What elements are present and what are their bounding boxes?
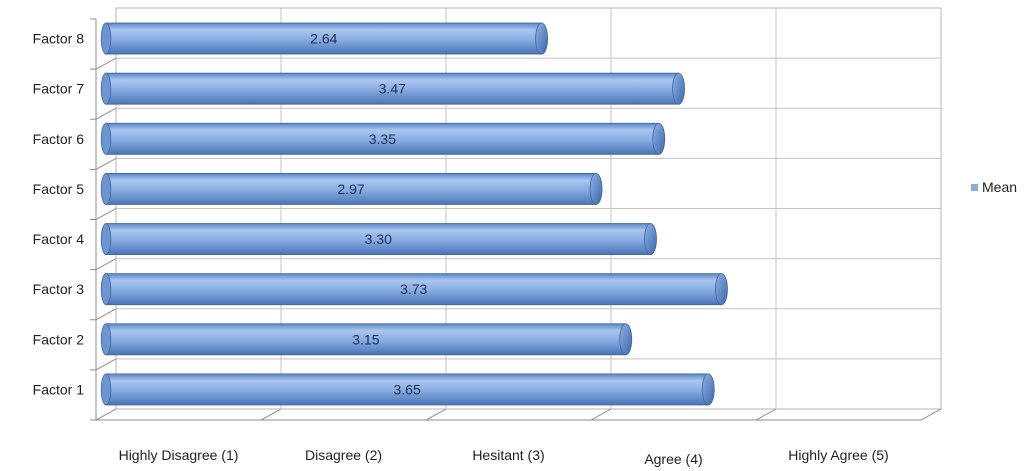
y-tick-label: Factor 8: [33, 31, 85, 47]
y-tick-label: Factor 7: [33, 81, 85, 97]
bar-start-cap: [100, 22, 112, 55]
y-tick-label: Factor 5: [33, 181, 85, 197]
data-label: 3.35: [369, 131, 396, 147]
side-gridline: [95, 57, 117, 70]
y-tick-label: Factor 4: [33, 231, 85, 247]
y-tick-label: Factor 2: [33, 331, 85, 347]
bar: [105, 72, 679, 105]
x-tick-label: Highly Disagree (1): [119, 447, 239, 463]
bar: [105, 223, 651, 256]
bar-start-cap: [100, 72, 112, 105]
floor-gridline: [425, 408, 447, 421]
data-label: 3.73: [400, 281, 427, 297]
bar-end-cap: [715, 273, 728, 306]
side-gridline: [95, 308, 117, 321]
x-tick-label: Hesitant (3): [472, 447, 544, 463]
legend-swatch: [971, 183, 978, 191]
y-axis-labels: Factor 1 Factor 2 Factor 3 Factor 4 Factor 5…: [33, 31, 85, 398]
bar-end-cap: [535, 22, 548, 55]
x-tick-label: Agree (4): [644, 451, 702, 467]
x-tick-label: Disagree (2): [305, 447, 382, 463]
y-tick-label: Factor 3: [33, 281, 85, 297]
data-label: 3.30: [365, 231, 392, 247]
data-label: 2.97: [337, 181, 364, 197]
bar-end-cap: [652, 122, 666, 155]
bar-start-cap: [100, 223, 112, 256]
floor-gridline: [95, 408, 117, 421]
side-gridline: [95, 358, 117, 371]
bar-start-cap: [100, 122, 112, 155]
data-label: 3.65: [394, 381, 421, 397]
side-gridline: [95, 208, 117, 220]
bar-end-cap: [701, 373, 715, 406]
legend-label: Mean: [982, 179, 1018, 195]
bar-end-cap: [672, 72, 685, 105]
bar-start-cap: [100, 273, 112, 306]
x-tick-label: Highly Agree (5): [788, 447, 888, 463]
side-gridline: [95, 258, 117, 271]
chart-legend: Mean: [971, 179, 1017, 195]
bar: [105, 323, 627, 356]
bar-end-cap: [619, 323, 633, 356]
floor-gridline: [755, 408, 777, 421]
floor-gridline: [590, 408, 612, 421]
data-label: 3.47: [379, 81, 406, 97]
data-label: 2.64: [310, 31, 337, 47]
bar-end-cap: [644, 223, 657, 256]
bar: [105, 172, 597, 205]
y-tick-label: Factor 1: [33, 381, 85, 397]
chart-grid: [90, 7, 942, 421]
x-axis-labels: Highly Disagree (1) Disagree (2) Hesitant …: [119, 447, 889, 467]
bar-start-cap: [100, 373, 112, 406]
side-gridline: [95, 157, 117, 170]
bar: [105, 122, 660, 155]
floor-gridline: [920, 408, 942, 421]
bar-start-cap: [100, 323, 112, 356]
data-label: 3.15: [352, 331, 379, 347]
bar-start-cap: [100, 172, 112, 205]
floor-gridline: [260, 408, 282, 421]
bar: [105, 273, 722, 306]
bar-end-cap: [589, 172, 603, 205]
chart-bars: 3.65 3.15 3.73 3.30 2.97 3.35 3.47 2.64: [100, 22, 728, 406]
y-tick-label: Factor 6: [33, 131, 85, 147]
bar: [105, 373, 709, 406]
side-gridline: [95, 107, 117, 120]
